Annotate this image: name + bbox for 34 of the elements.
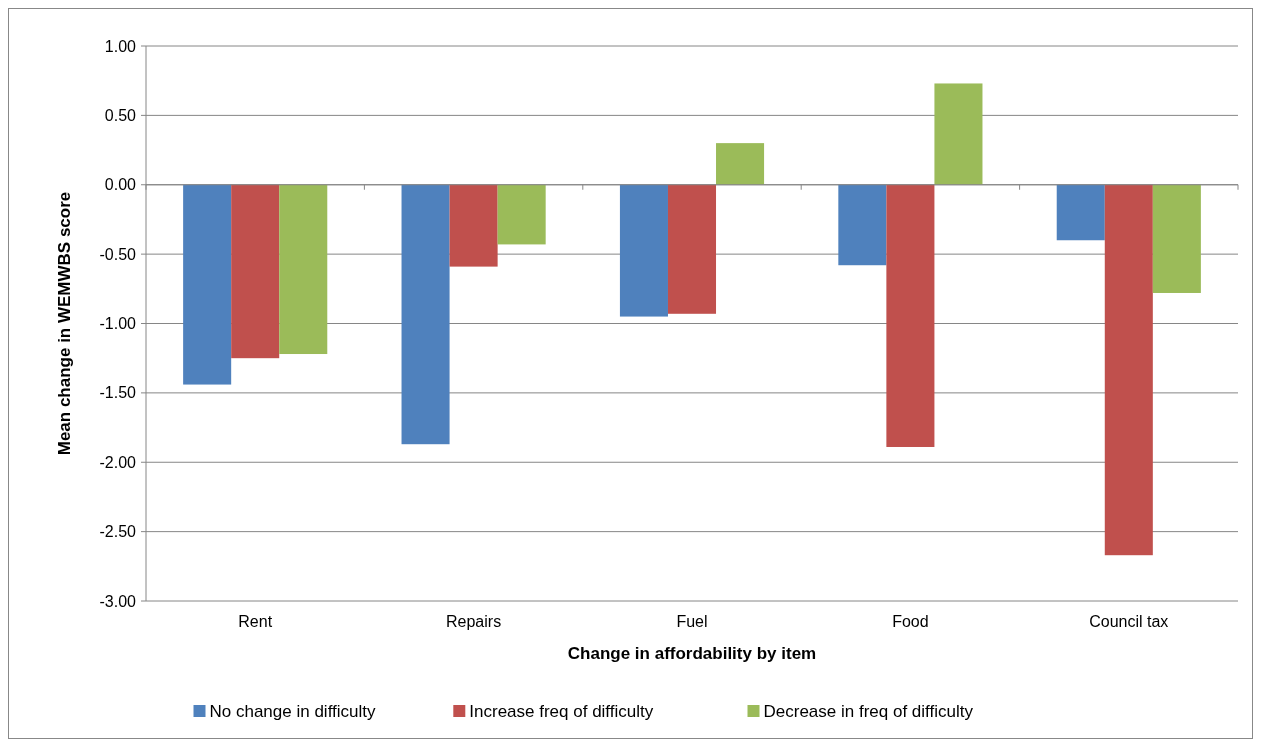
bar bbox=[619, 184, 668, 317]
bar bbox=[667, 184, 717, 314]
y-tick-label: -2.00 bbox=[99, 453, 137, 471]
bar bbox=[231, 184, 280, 359]
bar bbox=[716, 143, 765, 185]
x-axis-title: Change in affordability by item bbox=[567, 644, 817, 663]
y-tick-label: -1.00 bbox=[99, 315, 137, 333]
bar bbox=[1056, 184, 1105, 241]
bar bbox=[838, 184, 887, 266]
y-tick-label: -2.50 bbox=[99, 523, 137, 541]
legend-label: No change in difficulty bbox=[209, 701, 377, 721]
bar bbox=[1152, 184, 1201, 293]
bar bbox=[401, 184, 450, 445]
bar bbox=[934, 83, 983, 185]
legend-label: Decrease in freq of difficulty bbox=[763, 701, 974, 721]
bar bbox=[449, 184, 498, 267]
bar bbox=[497, 184, 546, 245]
bar bbox=[279, 184, 328, 355]
legend-label: Increase freq of difficulty bbox=[469, 701, 654, 721]
y-tick-label: -1.50 bbox=[99, 384, 137, 402]
bar bbox=[886, 184, 935, 447]
x-tick-label: Council tax bbox=[1089, 613, 1169, 630]
y-tick-label: 0.00 bbox=[104, 176, 137, 194]
y-tick-label: -0.50 bbox=[99, 245, 137, 263]
bar bbox=[183, 184, 232, 385]
x-tick-label: Food bbox=[892, 613, 929, 630]
bar bbox=[1104, 184, 1153, 556]
x-tick-label: Rent bbox=[238, 613, 273, 630]
y-tick-label: -3.00 bbox=[99, 592, 137, 610]
x-tick-label: Fuel bbox=[676, 613, 708, 630]
y-tick-label: 1.00 bbox=[104, 37, 137, 55]
y-tick-label: 0.50 bbox=[104, 106, 137, 124]
y-axis-title: Mean change in WEMWBS score bbox=[55, 191, 74, 456]
x-tick-label: Repairs bbox=[446, 613, 502, 630]
